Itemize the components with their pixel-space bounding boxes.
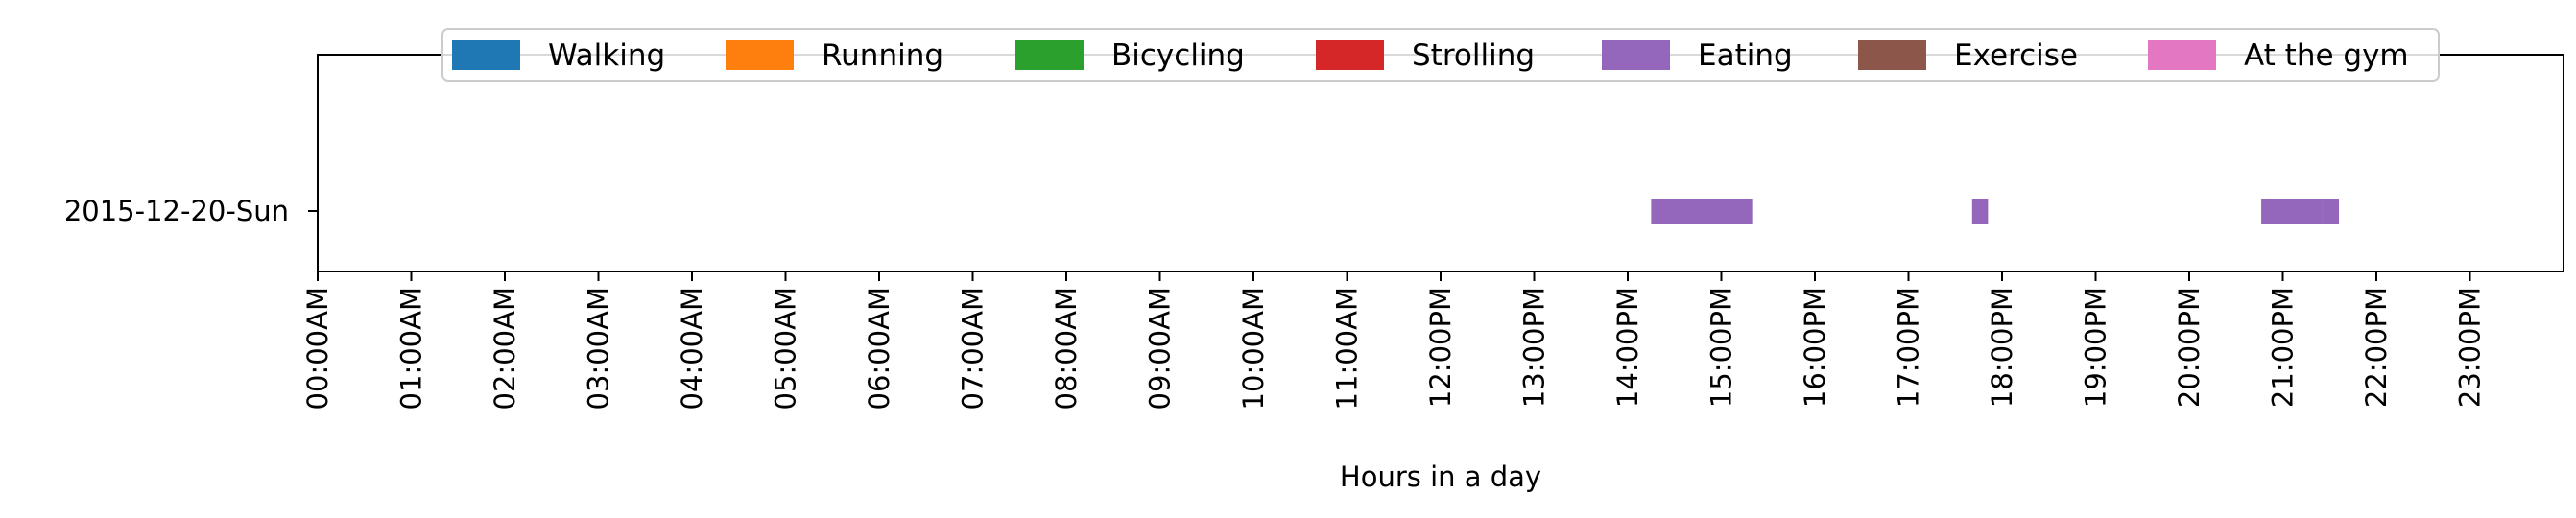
legend-swatch-running bbox=[726, 40, 794, 70]
legend-label-exercise: Exercise bbox=[1954, 38, 2078, 73]
x-tick-label: 22:00PM bbox=[2360, 287, 2393, 408]
x-tick-label: 02:00AM bbox=[489, 287, 521, 410]
legend-swatch-bicycling bbox=[1015, 40, 1084, 70]
legend-label-at-the-gym: At the gym bbox=[2244, 38, 2409, 73]
legend-swatch-walking bbox=[452, 40, 520, 70]
x-tick-label: 04:00AM bbox=[676, 287, 708, 410]
legend-label-strolling: Strolling bbox=[1412, 38, 1535, 73]
x-tick-label: 19:00PM bbox=[2080, 287, 2112, 408]
x-tick-label: 18:00PM bbox=[1986, 287, 2018, 408]
bar-eating-1 bbox=[1971, 199, 1989, 224]
legend-swatch-eating bbox=[1602, 40, 1670, 70]
legend-label-bicycling: Bicycling bbox=[1111, 38, 1245, 73]
bars-layer bbox=[1651, 199, 2339, 224]
x-tick-label: 07:00AM bbox=[957, 287, 990, 410]
x-tick-label: 08:00AM bbox=[1050, 287, 1083, 410]
legend-label-running: Running bbox=[822, 38, 943, 73]
x-axis-label: Hours in a day bbox=[1340, 460, 1541, 493]
x-axis-ticks: 00:00AM 01:00AM 02:00AM 03:00AM 04:00AM 05:00… bbox=[301, 271, 2487, 410]
x-tick-label: 23:00PM bbox=[2454, 287, 2487, 408]
x-tick-label: 10:00AM bbox=[1237, 287, 1270, 410]
y-axis-ticks: 2015-12-20-Sun bbox=[64, 195, 318, 227]
x-tick-label: 16:00PM bbox=[1799, 287, 1831, 408]
legend-label-eating: Eating bbox=[1698, 38, 1793, 73]
legend-frame bbox=[441, 28, 2440, 82]
x-tick-label: 00:00AM bbox=[301, 287, 334, 410]
plot-area bbox=[318, 55, 2564, 271]
legend-swatch-strolling bbox=[1316, 40, 1384, 70]
x-tick-label: 03:00AM bbox=[583, 287, 615, 410]
x-tick-label: 09:00AM bbox=[1144, 287, 1177, 410]
x-tick-label: 17:00PM bbox=[1893, 287, 1925, 408]
x-tick-label: 01:00AM bbox=[395, 287, 428, 410]
legend: Walking Running Bicycling Strolling Eating Ex… bbox=[441, 28, 2440, 82]
x-tick-label: 21:00PM bbox=[2267, 287, 2300, 408]
x-tick-label: 11:00AM bbox=[1331, 287, 1364, 410]
x-tick-label: 05:00AM bbox=[770, 287, 802, 410]
legend-label-walking: Walking bbox=[548, 38, 665, 73]
x-tick-label: 06:00AM bbox=[863, 287, 895, 410]
x-tick-label: 20:00PM bbox=[2173, 287, 2206, 408]
x-tick-label: 13:00PM bbox=[1518, 287, 1551, 408]
x-tick-label: 15:00PM bbox=[1705, 287, 1738, 408]
legend-swatch-exercise bbox=[1858, 40, 1926, 70]
y-tick-label: 2015-12-20-Sun bbox=[64, 195, 289, 227]
x-tick-label: 14:00PM bbox=[1611, 287, 1644, 408]
bar-eating-3 bbox=[2322, 199, 2339, 224]
bar-eating-2 bbox=[2261, 199, 2323, 224]
bar-eating-0 bbox=[1651, 199, 1753, 224]
legend-swatch-at-the-gym bbox=[2148, 40, 2216, 70]
x-tick-label: 12:00PM bbox=[1424, 287, 1457, 408]
